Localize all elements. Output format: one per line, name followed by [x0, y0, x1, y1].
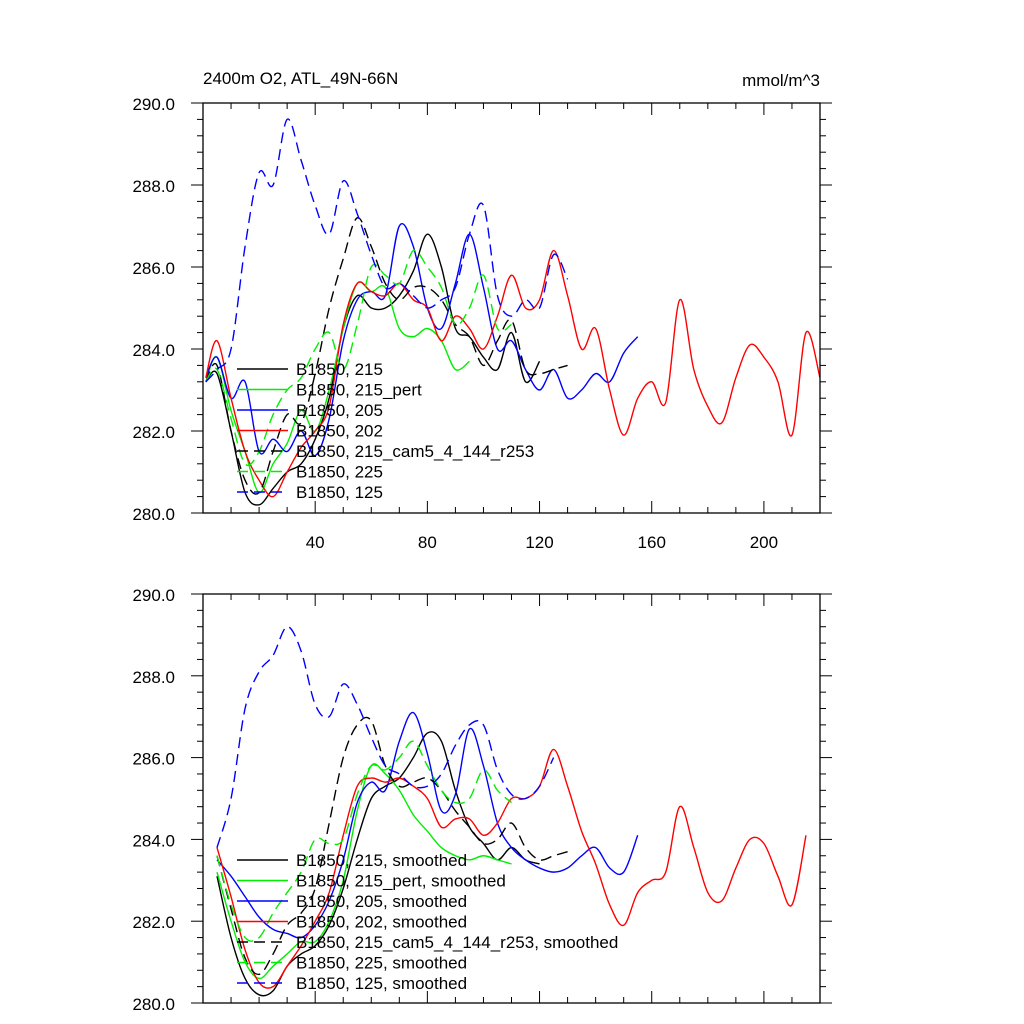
legend-label-b1850-215-pert-smoothed: B1850, 215_pert, smoothed — [296, 872, 506, 891]
y-tick-label: 280.0 — [132, 995, 175, 1014]
y-tick-label: 284.0 — [132, 831, 175, 850]
legend-label-b1850-202-smoothed: B1850, 202, smoothed — [296, 913, 467, 932]
legend-label-b1850-215-cam5-4-144-r253-smoothed: B1850, 215_cam5_4_144_r253, smoothed — [296, 933, 618, 952]
series-line-b1850-205-smoothed — [216, 711, 639, 939]
legend-label-b1850-225-smoothed: B1850, 225, smoothed — [296, 954, 467, 973]
x-tick-label: 200 — [750, 533, 778, 552]
legend: B1850, 215, smoothed B1850, 215_pert, smo… — [237, 851, 618, 993]
series-line-b1850-215-cam5-4-144-r253-smoothed — [216, 716, 568, 976]
legend-label-b1850-225: B1850, 225 — [296, 463, 383, 482]
units-label: mmol/m^3 — [742, 71, 820, 90]
legend-label-b1850-125: B1850, 125 — [296, 483, 383, 502]
figure-title: 2400m O2, ATL_49N-66N — [203, 69, 398, 88]
y-tick-label: 282.0 — [132, 913, 175, 932]
legend-label-b1850-205: B1850, 205 — [296, 401, 383, 420]
legend-label-b1850-125-smoothed: B1850, 125, smoothed — [296, 974, 467, 993]
y-tick-label: 284.0 — [132, 341, 175, 360]
legend-label-b1850-202: B1850, 202 — [296, 422, 383, 441]
legend-label-b1850-215-pert: B1850, 215_pert — [296, 381, 422, 400]
top-panel: 40 80 120 160 200 280.0 282.0 284.0 286.0 288.0 29… — [132, 95, 832, 552]
x-tick-label: 40 — [306, 533, 325, 552]
series-line-b1850-215-pert-smoothed — [216, 763, 512, 980]
series-line-b1850-215 — [205, 233, 541, 506]
legend-label-b1850-215-cam5-4-144-r253: B1850, 215_cam5_4_144_r253 — [296, 442, 534, 461]
series-lines — [216, 626, 807, 997]
y-tick-label: 290.0 — [132, 586, 175, 605]
y-tick-label: 282.0 — [132, 423, 175, 442]
legend-label-b1850-205-smoothed: B1850, 205, smoothed — [296, 892, 467, 911]
y-tick-label: 288.0 — [132, 668, 175, 687]
series-line-b1850-225-smoothed — [216, 740, 512, 942]
series-line-b1850-202-smoothed — [216, 748, 807, 989]
x-tick-label: 160 — [638, 533, 666, 552]
y-tick-label: 286.0 — [132, 750, 175, 769]
legend-label-b1850-215: B1850, 215 — [296, 360, 383, 379]
series-line-b1850-215-cam5-4-144-r253 — [205, 217, 568, 495]
y-tick-label: 290.0 — [132, 95, 175, 114]
y-tick-label: 280.0 — [132, 505, 175, 524]
y-tick-label: 286.0 — [132, 259, 175, 278]
series-line-b1850-125 — [205, 118, 569, 383]
series-line-b1850-205 — [205, 223, 639, 457]
series-line-b1850-215-smoothed — [216, 731, 540, 997]
bottom-panel: 280.0 282.0 284.0 286.0 288.0 290.0 B1850, 215… — [132, 586, 832, 1014]
y-tick-label: 288.0 — [132, 177, 175, 196]
x-tick-label: 80 — [418, 533, 437, 552]
series-lines — [205, 118, 820, 506]
series-line-b1850-202 — [205, 249, 820, 498]
x-tick-label: 120 — [525, 533, 553, 552]
legend-label-b1850-215-smoothed: B1850, 215, smoothed — [296, 851, 467, 870]
